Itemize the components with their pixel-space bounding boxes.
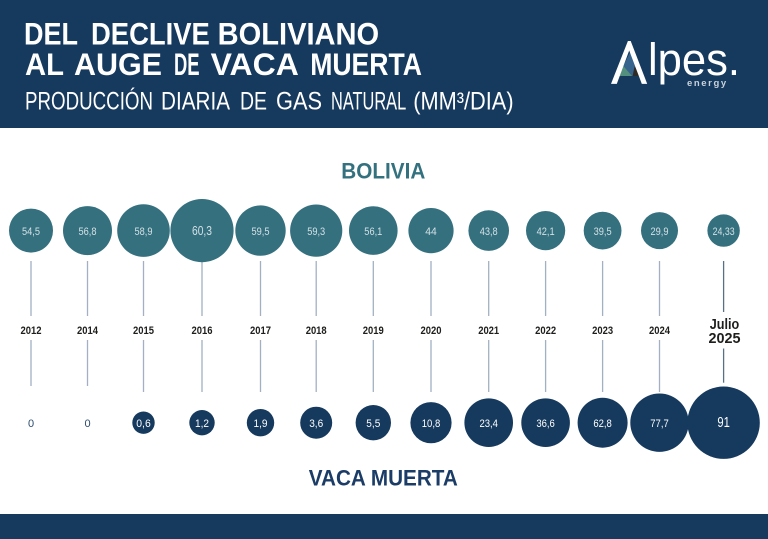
svg-text:2024: 2024	[649, 325, 671, 337]
svg-text:60,3: 60,3	[192, 224, 212, 238]
svg-text:62,8: 62,8	[593, 418, 612, 430]
svg-text:lpes.: lpes.	[648, 34, 740, 85]
svg-text:91: 91	[717, 415, 730, 431]
svg-text:59,5: 59,5	[252, 226, 270, 238]
svg-text:AUGE: AUGE	[74, 47, 162, 82]
svg-text:42,1: 42,1	[537, 226, 555, 238]
svg-text:GAS: GAS	[276, 88, 322, 116]
svg-text:36,6: 36,6	[536, 418, 555, 430]
svg-text:0: 0	[84, 418, 90, 430]
svg-text:39,5: 39,5	[594, 226, 612, 238]
svg-text:2022: 2022	[535, 325, 556, 337]
svg-text:2021: 2021	[478, 325, 499, 337]
svg-text:VACA MUERTA: VACA MUERTA	[309, 466, 458, 491]
svg-text:77,7: 77,7	[650, 418, 669, 430]
svg-text:44: 44	[425, 226, 437, 238]
svg-text:23,4: 23,4	[479, 418, 498, 430]
svg-text:2017: 2017	[250, 325, 271, 337]
svg-text:DIARIA: DIARIA	[161, 88, 230, 116]
svg-text:56,1: 56,1	[364, 226, 382, 238]
svg-text:NATURAL: NATURAL	[331, 88, 406, 116]
svg-text:DEL: DEL	[24, 17, 78, 52]
svg-text:DE: DE	[240, 88, 267, 116]
svg-text:VACA: VACA	[211, 47, 299, 82]
svg-text:2014: 2014	[77, 325, 99, 337]
svg-text:PRODUCCIÓN: PRODUCCIÓN	[25, 87, 153, 116]
svg-text:10,8: 10,8	[422, 418, 441, 430]
svg-text:3,6: 3,6	[309, 418, 323, 430]
svg-text:24,33: 24,33	[713, 226, 735, 238]
svg-text:2020: 2020	[421, 325, 442, 337]
svg-text:2019: 2019	[363, 325, 384, 337]
svg-text:54,5: 54,5	[22, 226, 40, 238]
svg-text:2025: 2025	[709, 330, 742, 347]
svg-text:56,8: 56,8	[79, 226, 97, 238]
svg-text:0: 0	[28, 418, 34, 430]
svg-text:58,9: 58,9	[135, 226, 153, 238]
svg-text:BOLIVIANO: BOLIVIANO	[218, 17, 380, 52]
svg-text:2016: 2016	[192, 325, 213, 337]
svg-text:29,9: 29,9	[651, 226, 669, 238]
svg-text:DECLIVE: DECLIVE	[91, 17, 210, 52]
svg-text:2015: 2015	[133, 325, 154, 337]
svg-text:5,5: 5,5	[366, 418, 380, 430]
svg-text:2018: 2018	[306, 325, 327, 337]
svg-text:2023: 2023	[592, 325, 613, 337]
svg-text:energy: energy	[687, 78, 728, 89]
svg-text:BOLIVIA: BOLIVIA	[341, 158, 425, 183]
svg-text:DE: DE	[174, 47, 200, 82]
svg-text:2012: 2012	[21, 325, 42, 337]
svg-text:MUERTA: MUERTA	[310, 47, 422, 82]
svg-text:(MM³/DIA): (MM³/DIA)	[413, 88, 513, 116]
svg-text:59,3: 59,3	[307, 226, 325, 238]
svg-text:43,8: 43,8	[480, 226, 498, 238]
svg-text:1,9: 1,9	[254, 418, 268, 430]
svg-text:1,2: 1,2	[195, 418, 209, 430]
svg-text:Julio: Julio	[710, 316, 740, 333]
svg-text:0,6: 0,6	[136, 418, 151, 430]
svg-text:AL: AL	[25, 47, 64, 82]
